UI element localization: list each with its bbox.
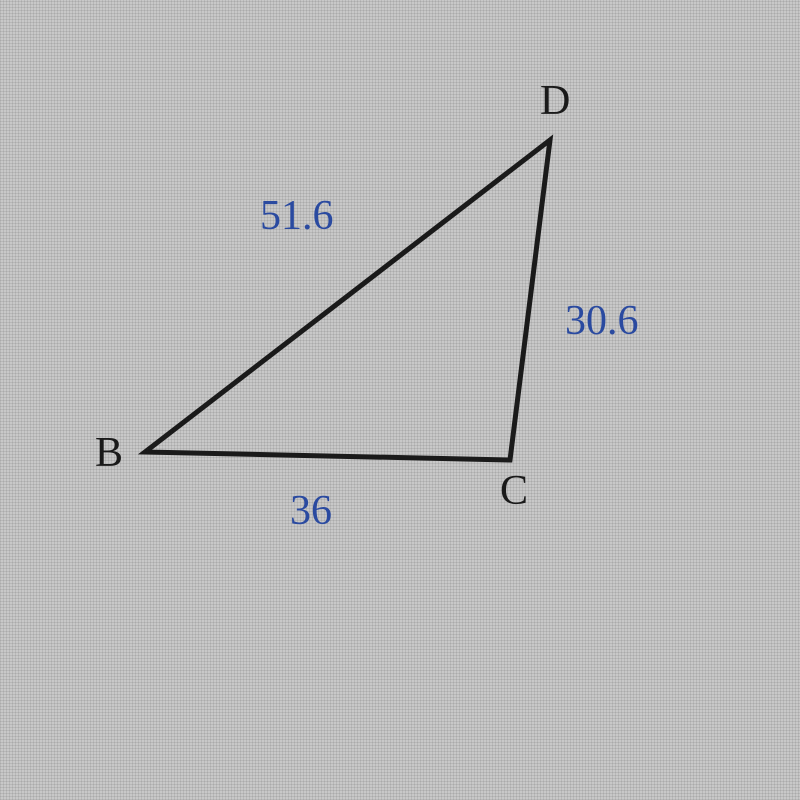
vertex-label-B: B bbox=[95, 432, 123, 474]
vertex-label-C: C bbox=[500, 470, 528, 512]
edge-length-CB: 36 bbox=[290, 490, 332, 532]
edge-length-DC: 30.6 bbox=[565, 300, 639, 342]
edge-length-BD: 51.6 bbox=[260, 195, 334, 237]
diagram-stage: B C D 51.6 30.6 36 bbox=[0, 0, 800, 800]
triangle-shape bbox=[145, 140, 550, 460]
vertex-label-D: D bbox=[540, 80, 570, 122]
triangle-svg bbox=[0, 0, 800, 800]
